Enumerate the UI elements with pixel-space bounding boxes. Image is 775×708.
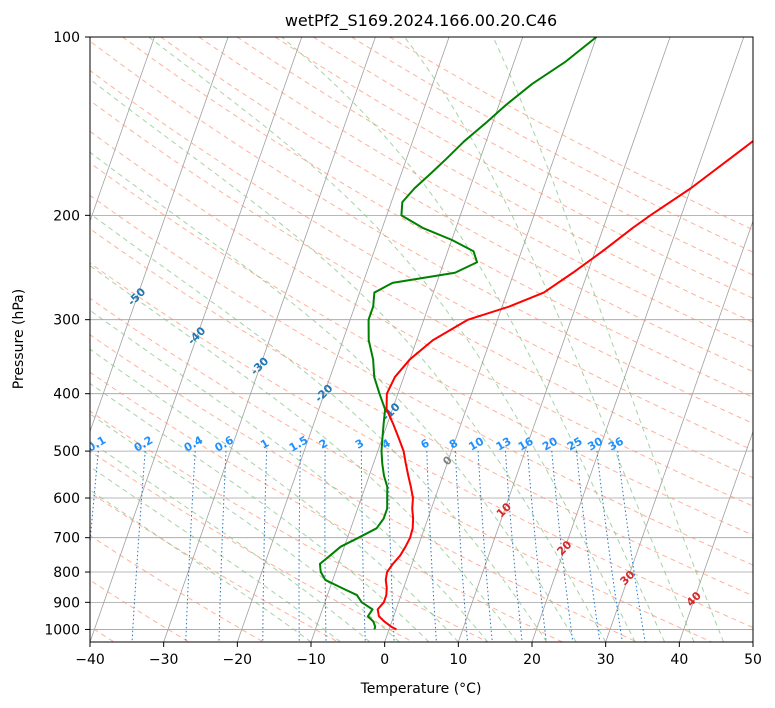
- y-axis-label: Pressure (hPa): [11, 289, 27, 389]
- y-tick-label: 100: [53, 30, 80, 46]
- moist-adiabat-line: [281, 37, 666, 642]
- y-tick-label: 800: [53, 565, 80, 581]
- x-tick-label: −40: [75, 652, 105, 668]
- moist-adiabat-line: [90, 413, 400, 642]
- dry-adiabat-line: [90, 410, 488, 642]
- profile-series: [318, 37, 753, 631]
- isotherm-line: [605, 219, 753, 642]
- isotherm-line: [90, 37, 303, 642]
- mixing-ratio-line: [527, 451, 547, 642]
- mixing-ratio-line: [185, 451, 196, 642]
- mixing-ratio-line: [324, 451, 327, 642]
- isotherm-line: [90, 37, 155, 223]
- dry-adiabat-line: [90, 162, 753, 536]
- dry-adiabat-line: [90, 297, 712, 642]
- moist-adiabat-line: [90, 489, 312, 642]
- y-tick-label: 900: [53, 595, 80, 611]
- mixing-ratio-line: [426, 451, 437, 642]
- moist-adiabat-line: [90, 151, 577, 642]
- isobar-gridlines: [90, 37, 753, 630]
- mixing-ratio-line: [454, 451, 469, 642]
- dry-adiabat-line: [122, 37, 753, 398]
- dry-adiabat-line: [90, 534, 264, 642]
- moist-adiabat-line: [90, 78, 607, 642]
- mixing-ratio-line: [596, 451, 623, 642]
- mixing-ratio-line: [262, 451, 268, 642]
- dry-adiabat-line: [274, 37, 753, 299]
- x-tick-label: 20: [523, 652, 541, 668]
- x-tick-label: −30: [149, 652, 179, 668]
- moist-adiabat-line: [148, 37, 636, 642]
- mixing-ratio-line: [360, 451, 366, 642]
- y-tick-label: 300: [53, 313, 80, 329]
- mixing-ratio-line: [387, 451, 395, 642]
- dewpoint-line: [318, 37, 598, 630]
- x-axis-label: Temperature (°C): [360, 681, 482, 697]
- isotherm-line: [384, 37, 597, 642]
- mixing-ratio-line: [477, 451, 493, 642]
- mixing-ratio-line: [617, 451, 646, 642]
- x-tick-label: −20: [223, 652, 253, 668]
- moist-adiabat-line: [492, 37, 724, 642]
- dry-adiabat-line: [90, 40, 753, 424]
- x-tick-label: −10: [296, 652, 326, 668]
- moist-adiabat-line: [90, 212, 548, 642]
- y-axis-ticks: 100 200 300 400 500 600 700 800 900 1000: [44, 30, 90, 638]
- dry-adiabats: [90, 37, 753, 642]
- x-tick-label: 40: [670, 652, 688, 668]
- mixing-ratio-line: [131, 451, 146, 642]
- moist-adiabat-line: [90, 309, 489, 642]
- chart-title: wetPf2_S169.2024.166.00.20.C46: [285, 11, 557, 31]
- isotherm-line: [531, 37, 745, 642]
- y-tick-label: 1000: [44, 622, 80, 638]
- x-tick-label: 50: [744, 652, 762, 668]
- moist-adiabat-line: [90, 348, 459, 642]
- dry-adiabat-line: [90, 69, 753, 451]
- x-tick-label: 10: [449, 652, 467, 668]
- moist-adiabat-line: [90, 382, 430, 642]
- mixing-ratio-line: [575, 451, 601, 642]
- dry-adiabat-line: [90, 130, 753, 507]
- isotherm-line: [236, 37, 450, 642]
- mixing-ratio-line: [504, 451, 523, 642]
- moist-adiabat-line: [90, 440, 371, 642]
- mixing-ratio-lines: [90, 451, 646, 642]
- mixing-ratio-line: [551, 451, 574, 642]
- y-tick-label: 500: [53, 444, 80, 460]
- x-tick-label: 30: [597, 652, 615, 668]
- isotherm-line: [457, 37, 671, 642]
- isotherm-line: [678, 430, 753, 642]
- dry-adiabat-line: [90, 99, 753, 479]
- moist-adiabats: [90, 37, 724, 642]
- dry-adiabat-line: [90, 262, 753, 629]
- y-tick-label: 600: [53, 491, 80, 507]
- y-tick-label: 200: [53, 208, 80, 224]
- temperature-line: [376, 139, 753, 631]
- moist-adiabat-line: [404, 37, 695, 642]
- dry-adiabat-line: [90, 450, 414, 642]
- isotherm-line: [90, 37, 229, 433]
- x-axis-ticks: −40 −30 −20 −10 0 10 20 30 40 50: [75, 642, 762, 668]
- plot-frame: [89, 36, 754, 643]
- mixing-ratio-line: [298, 451, 301, 642]
- mixing-ratio-line: [218, 451, 227, 642]
- y-tick-label: 400: [53, 387, 80, 403]
- y-tick-label: 700: [53, 531, 80, 547]
- x-tick-label: 0: [380, 652, 389, 668]
